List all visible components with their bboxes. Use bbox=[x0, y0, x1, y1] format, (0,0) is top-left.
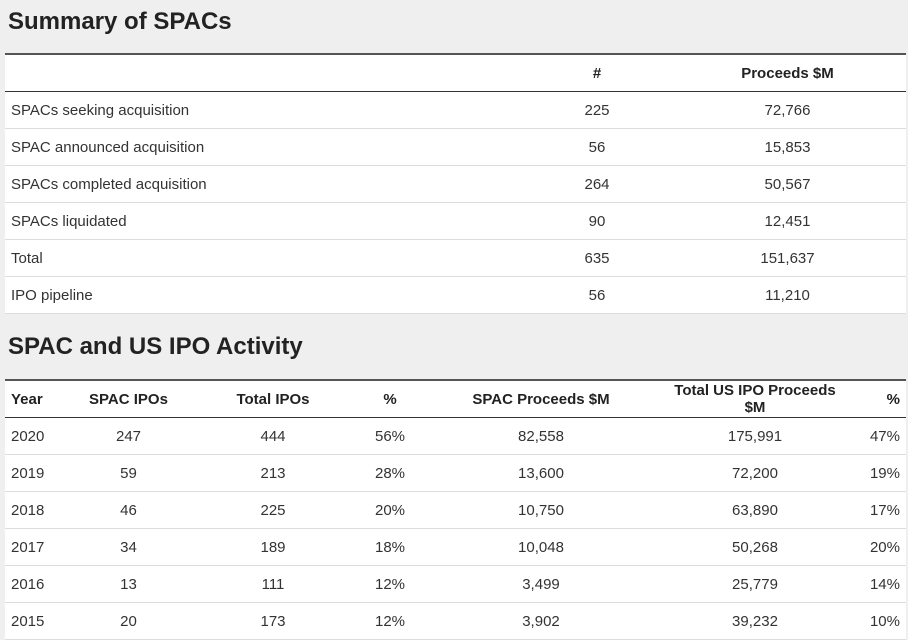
header-year: Year bbox=[5, 380, 73, 418]
table-row: 2016 13 111 12% 3,499 25,779 14% bbox=[5, 565, 906, 603]
row-label: SPAC announced acquisition bbox=[5, 128, 525, 166]
table-row: Total 635 151,637 bbox=[5, 239, 906, 277]
cell-spac-proceeds: 3,499 bbox=[418, 565, 664, 603]
row-count: 635 bbox=[525, 239, 669, 277]
cell-year: 2016 bbox=[5, 565, 73, 603]
row-label: Total bbox=[5, 239, 525, 277]
cell-spac-ipos: 13 bbox=[73, 565, 184, 603]
row-proceeds: 151,637 bbox=[669, 239, 906, 277]
cell-pct-ipos: 18% bbox=[362, 528, 418, 566]
row-count: 56 bbox=[525, 276, 669, 314]
table-row: 2019 59 213 28% 13,600 72,200 19% bbox=[5, 454, 906, 492]
cell-pct-ipos: 20% bbox=[362, 491, 418, 529]
cell-spac-ipos: 59 bbox=[73, 454, 184, 492]
cell-total-ipos: 189 bbox=[184, 528, 362, 566]
row-label: SPACs completed acquisition bbox=[5, 165, 525, 203]
cell-spac-ipos: 20 bbox=[73, 602, 184, 640]
row-count: 56 bbox=[525, 128, 669, 166]
cell-total-ipos: 213 bbox=[184, 454, 362, 492]
header-pct-ipos: % bbox=[362, 380, 418, 418]
table-row: 2020 247 444 56% 82,558 175,991 47% bbox=[5, 417, 906, 455]
summary-table: # Proceeds $M SPACs seeking acquisition … bbox=[5, 53, 906, 314]
cell-pct-proceeds: 14% bbox=[846, 565, 906, 603]
cell-total-ipos: 173 bbox=[184, 602, 362, 640]
header-total-ipos: Total IPOs bbox=[184, 380, 362, 418]
table-row: SPACs completed acquisition 264 50,567 bbox=[5, 165, 906, 203]
table-row: 2018 46 225 20% 10,750 63,890 17% bbox=[5, 491, 906, 529]
table-row: IPO pipeline 56 11,210 bbox=[5, 276, 906, 314]
row-count: 264 bbox=[525, 165, 669, 203]
cell-spac-proceeds: 82,558 bbox=[418, 417, 664, 455]
cell-total-proceeds: 72,200 bbox=[664, 454, 846, 492]
row-count: 225 bbox=[525, 91, 669, 129]
table-row: SPACs liquidated 90 12,451 bbox=[5, 202, 906, 240]
cell-pct-proceeds: 47% bbox=[846, 417, 906, 455]
cell-pct-ipos: 56% bbox=[362, 417, 418, 455]
cell-year: 2019 bbox=[5, 454, 73, 492]
summary-header-proceeds: Proceeds $M bbox=[669, 54, 906, 92]
cell-pct-ipos: 12% bbox=[362, 565, 418, 603]
table-row: SPAC announced acquisition 56 15,853 bbox=[5, 128, 906, 166]
header-total-proceeds: Total US IPO Proceeds $M bbox=[664, 380, 846, 418]
activity-table: Year SPAC IPOs Total IPOs % SPAC Proceed… bbox=[5, 379, 906, 640]
cell-year: 2018 bbox=[5, 491, 73, 529]
row-proceeds: 12,451 bbox=[669, 202, 906, 240]
cell-total-proceeds: 39,232 bbox=[664, 602, 846, 640]
cell-pct-ipos: 12% bbox=[362, 602, 418, 640]
cell-spac-ipos: 46 bbox=[73, 491, 184, 529]
table-row: SPACs seeking acquisition 225 72,766 bbox=[5, 91, 906, 129]
cell-total-ipos: 111 bbox=[184, 565, 362, 603]
summary-header-count: # bbox=[525, 54, 669, 92]
cell-year: 2015 bbox=[5, 602, 73, 640]
cell-spac-proceeds: 13,600 bbox=[418, 454, 664, 492]
row-count: 90 bbox=[525, 202, 669, 240]
summary-title: Summary of SPACs bbox=[8, 8, 232, 35]
row-label: IPO pipeline bbox=[5, 276, 525, 314]
cell-total-proceeds: 175,991 bbox=[664, 417, 846, 455]
cell-spac-proceeds: 3,902 bbox=[418, 602, 664, 640]
table-row: 2017 34 189 18% 10,048 50,268 20% bbox=[5, 528, 906, 566]
cell-total-ipos: 225 bbox=[184, 491, 362, 529]
cell-year: 2017 bbox=[5, 528, 73, 566]
row-proceeds: 50,567 bbox=[669, 165, 906, 203]
header-spac-proceeds: SPAC Proceeds $M bbox=[418, 380, 664, 418]
cell-pct-proceeds: 20% bbox=[846, 528, 906, 566]
row-proceeds: 72,766 bbox=[669, 91, 906, 129]
cell-pct-proceeds: 19% bbox=[846, 454, 906, 492]
summary-header-row: # Proceeds $M bbox=[5, 54, 906, 92]
cell-year: 2020 bbox=[5, 417, 73, 455]
cell-total-proceeds: 50,268 bbox=[664, 528, 846, 566]
header-spac-ipos: SPAC IPOs bbox=[73, 380, 184, 418]
row-label: SPACs liquidated bbox=[5, 202, 525, 240]
table-row: 2015 20 173 12% 3,902 39,232 10% bbox=[5, 602, 906, 640]
row-proceeds: 15,853 bbox=[669, 128, 906, 166]
cell-pct-ipos: 28% bbox=[362, 454, 418, 492]
cell-total-proceeds: 25,779 bbox=[664, 565, 846, 603]
summary-header-label bbox=[5, 54, 525, 92]
cell-pct-proceeds: 17% bbox=[846, 491, 906, 529]
cell-spac-ipos: 34 bbox=[73, 528, 184, 566]
cell-total-proceeds: 63,890 bbox=[664, 491, 846, 529]
cell-spac-proceeds: 10,048 bbox=[418, 528, 664, 566]
row-proceeds: 11,210 bbox=[669, 276, 906, 314]
activity-header-row: Year SPAC IPOs Total IPOs % SPAC Proceed… bbox=[5, 380, 906, 418]
cell-spac-proceeds: 10,750 bbox=[418, 491, 664, 529]
header-pct-proceeds: % bbox=[846, 380, 906, 418]
cell-spac-ipos: 247 bbox=[73, 417, 184, 455]
row-label: SPACs seeking acquisition bbox=[5, 91, 525, 129]
cell-total-ipos: 444 bbox=[184, 417, 362, 455]
cell-pct-proceeds: 10% bbox=[846, 602, 906, 640]
activity-title: SPAC and US IPO Activity bbox=[8, 333, 303, 360]
